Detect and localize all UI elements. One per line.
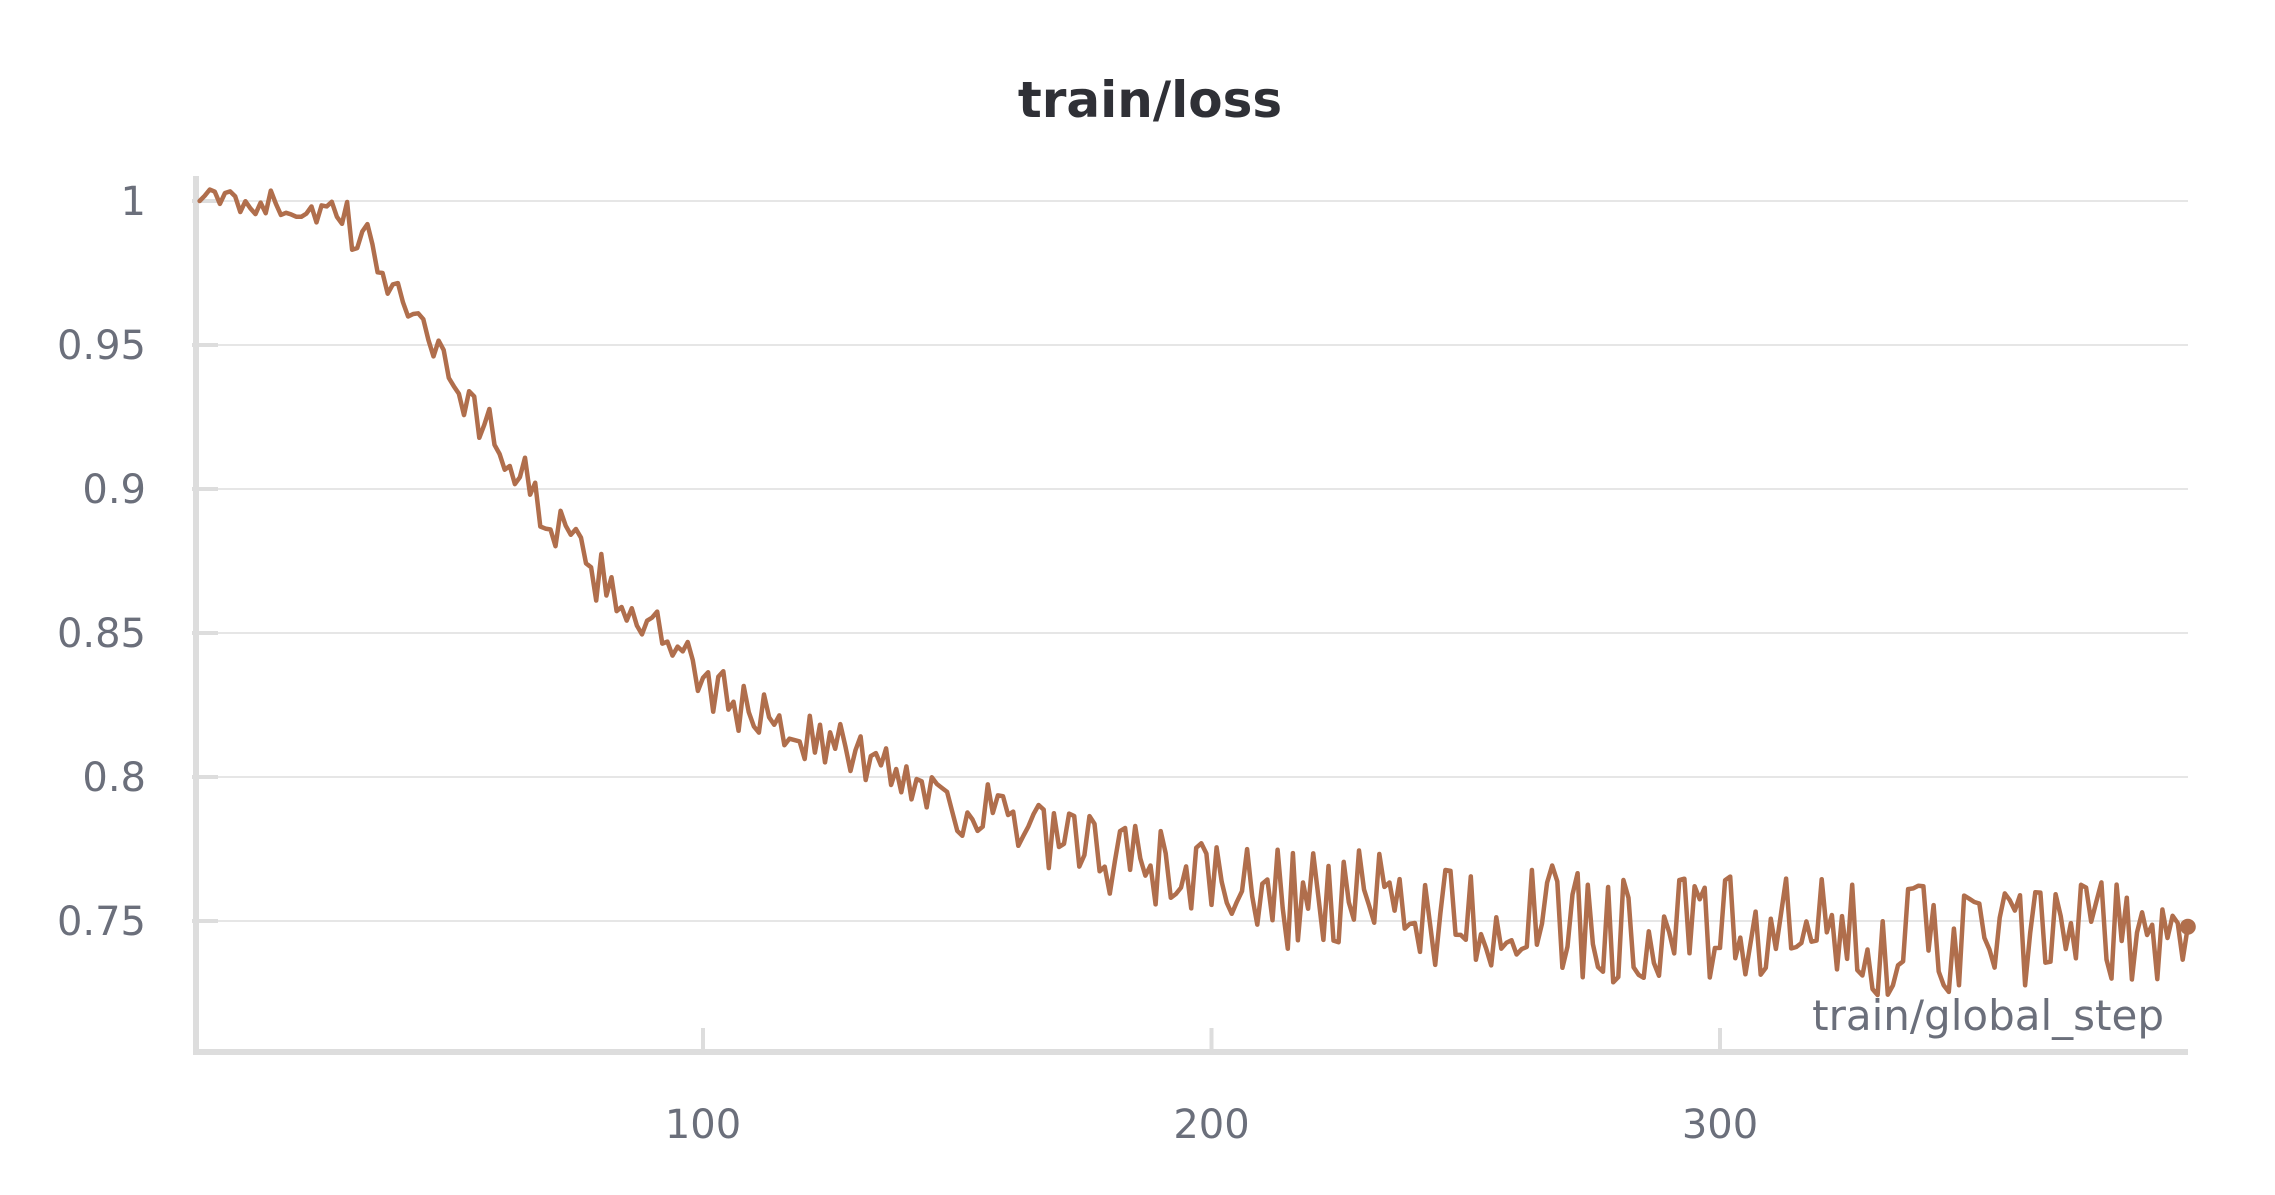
x-tick-label: 200 xyxy=(1173,1102,1249,1148)
y-tick-label: 0.75 xyxy=(57,899,146,945)
chart-title: train/loss xyxy=(1018,71,1282,129)
x-tick-label: 300 xyxy=(1682,1102,1758,1148)
grid-lines xyxy=(196,200,2188,922)
y-tick-label: 0.95 xyxy=(57,323,146,369)
y-axis-ticks: 1 0.95 0.9 0.85 0.8 0.75 xyxy=(57,179,218,945)
y-tick-label: 0.85 xyxy=(57,611,146,657)
y-tick-label: 0.9 xyxy=(82,467,146,513)
x-tick-label: 100 xyxy=(665,1102,741,1148)
y-tick-label: 1 xyxy=(121,179,146,225)
series-end-point xyxy=(2179,918,2196,935)
x-axis-title: train/global_step xyxy=(1812,991,2164,1040)
axes xyxy=(193,176,2188,1055)
series-train-loss xyxy=(197,187,2196,998)
series-line xyxy=(197,187,2191,998)
x-axis-ticks: 100 200 300 xyxy=(665,1028,1758,1148)
y-tick-label: 0.8 xyxy=(82,755,146,801)
